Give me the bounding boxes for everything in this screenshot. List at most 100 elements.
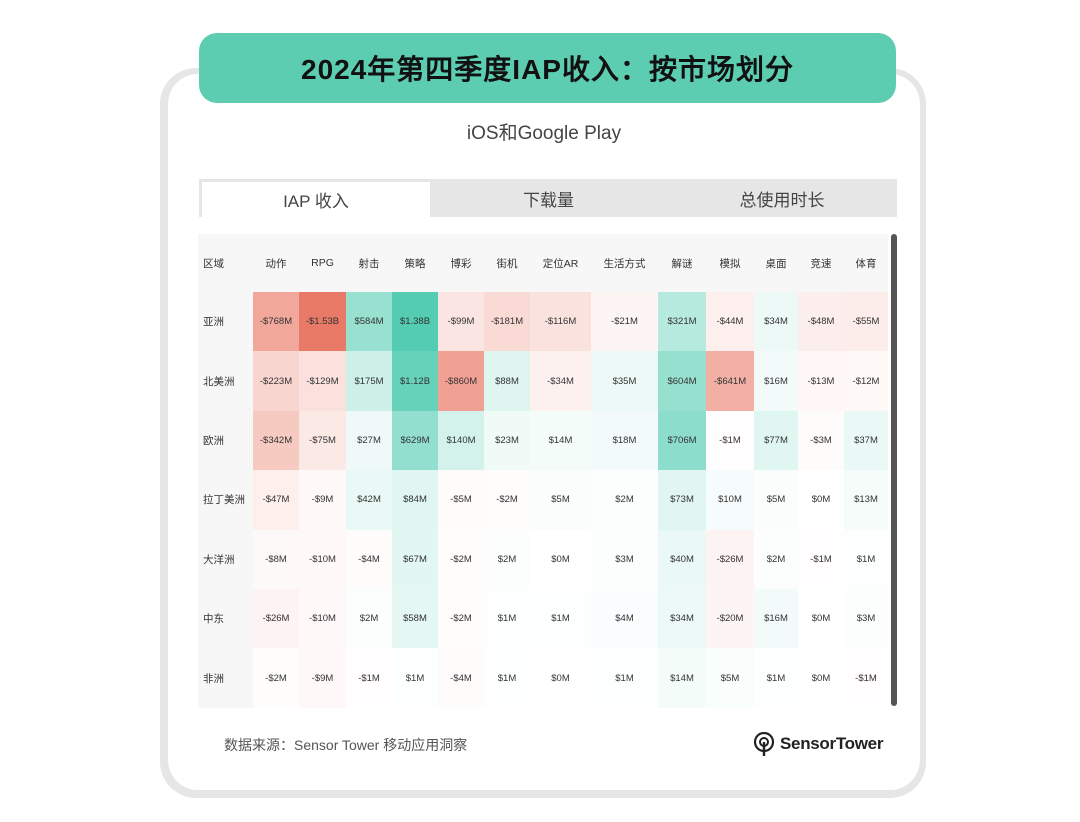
heatmap-cell: -$47M xyxy=(253,470,299,530)
heatmap-cell: $58M xyxy=(392,589,438,649)
heatmap-cell: $5M xyxy=(706,648,754,708)
heatmap-cell: $84M xyxy=(392,470,438,530)
heatmap-cell: -$9M xyxy=(299,648,346,708)
column-header: 模拟 xyxy=(719,257,741,270)
heatmap-cell: $37M xyxy=(844,410,888,471)
heatmap-cell: $0M xyxy=(798,648,844,708)
row-label: 拉丁美洲 xyxy=(203,494,245,507)
tab-downloads[interactable]: 下载量 xyxy=(523,190,574,210)
corner-label: 区域 xyxy=(203,257,224,270)
heatmap-cell: $18M xyxy=(591,410,658,471)
heatmap-cell: -$10M xyxy=(299,529,346,589)
column-header: RPG xyxy=(311,257,334,269)
heatmap-cell: $14M xyxy=(658,648,706,708)
heatmap-cell: -$75M xyxy=(299,410,346,471)
column-header: 定位AR xyxy=(542,257,579,270)
heatmap-cell: $1M xyxy=(754,648,798,708)
heatmap-cell: $0M xyxy=(530,648,591,708)
subtitle: iOS和Google Play xyxy=(466,123,622,144)
heatmap-cell: -$21M xyxy=(591,292,658,352)
heatmap-cell: $584M xyxy=(346,292,392,352)
heatmap-cell: $604M xyxy=(658,351,706,411)
heatmap-cell: -$44M xyxy=(706,292,754,352)
heatmap-cell: -$10M xyxy=(299,589,346,649)
heatmap-cell: $2M xyxy=(754,529,798,589)
row-label: 非洲 xyxy=(203,672,224,685)
heatmap-cell: -$2M xyxy=(438,589,484,649)
heatmap-cell: -$768M xyxy=(253,292,299,352)
sensor-tower-logo-text: SensorTower xyxy=(780,734,884,753)
tab-bar: IAP 收入 下载量 总使用时长 xyxy=(199,179,897,217)
heatmap-cell: -$4M xyxy=(346,529,392,589)
heatmap-cell: $77M xyxy=(754,410,798,471)
heatmap-cell: -$129M xyxy=(299,351,346,411)
column-header: 射击 xyxy=(358,257,380,270)
heatmap-cell: $1M xyxy=(484,589,530,649)
heatmap-cell: -$181M xyxy=(484,292,530,352)
vertical-scrollbar[interactable] xyxy=(891,234,897,706)
heatmap-cell: $88M xyxy=(484,351,530,411)
heatmap-cell: $16M xyxy=(754,351,798,411)
heatmap-cell: -$13M xyxy=(798,351,844,411)
column-header: 博彩 xyxy=(450,257,472,270)
heatmap-cell: $4M xyxy=(591,589,658,649)
heatmap-cell: $1M xyxy=(392,648,438,708)
column-header: 竞速 xyxy=(810,257,832,270)
heatmap-cell: -$26M xyxy=(253,589,299,649)
heatmap-cell: $10M xyxy=(706,470,754,530)
heatmap-cell: -$342M xyxy=(253,410,299,471)
heatmap-cell: -$26M xyxy=(706,529,754,589)
header-row-bg xyxy=(198,234,888,292)
column-header: 动作 xyxy=(265,257,287,270)
row-label: 亚洲 xyxy=(203,316,224,329)
row-label: 中东 xyxy=(203,613,224,626)
heatmap-cell: $2M xyxy=(346,589,392,649)
heatmap-cell: -$20M xyxy=(706,589,754,649)
heatmap-cell: -$116M xyxy=(530,292,591,352)
column-header: 生活方式 xyxy=(603,257,646,270)
heatmap-cell: -$2M xyxy=(484,470,530,530)
heatmap-cell: $0M xyxy=(798,470,844,530)
row-label: 北美洲 xyxy=(203,375,235,388)
heatmap-cell: $1.38B xyxy=(392,292,438,352)
data-source-note: 数据来源：Sensor Tower 移动应用洞察 xyxy=(224,737,468,753)
heatmap-cell: $40M xyxy=(658,529,706,589)
heatmap-cell: $2M xyxy=(484,529,530,589)
heatmap-cell: $14M xyxy=(530,410,591,471)
heatmap-cell: $629M xyxy=(392,410,438,471)
heatmap-cell: $1M xyxy=(484,648,530,708)
heatmap-cell: -$9M xyxy=(299,470,346,530)
heatmap-table: 区域 动作 RPG 射击 策略 博彩 街机 定位AR 生活方式 解谜 模拟 桌面 竞速 体育 亚洲 -$768… xyxy=(198,234,888,708)
heatmap-cell: -$1M xyxy=(706,410,754,471)
column-header: 街机 xyxy=(496,257,518,270)
heatmap-cell: -$641M xyxy=(706,351,754,411)
heatmap-cell: $1M xyxy=(844,529,888,589)
heatmap-cell: -$1M xyxy=(346,648,392,708)
heatmap-cell: -$48M xyxy=(798,292,844,352)
heatmap-cell: $175M xyxy=(346,351,392,411)
heatmap-cell: $16M xyxy=(754,589,798,649)
heatmap-cell: -$8M xyxy=(253,529,299,589)
title-banner: 2024年第四季度IAP收入：按市场划分 xyxy=(199,33,896,103)
heatmap-cell: $73M xyxy=(658,470,706,530)
page-title: 2024年第四季度IAP收入：按市场划分 xyxy=(301,54,794,85)
heatmap-cell: $23M xyxy=(484,410,530,471)
heatmap-cell: $3M xyxy=(844,589,888,649)
heatmap-cell: -$1M xyxy=(798,529,844,589)
heatmap-cell: -$55M xyxy=(844,292,888,352)
tab-total-usage-time[interactable]: 总使用时长 xyxy=(739,190,825,210)
heatmap-cell: $5M xyxy=(530,470,591,530)
heatmap-cell: $321M xyxy=(658,292,706,352)
heatmap-cell: -$99M xyxy=(438,292,484,352)
heatmap-cell: -$3M xyxy=(798,410,844,471)
heatmap-cell: $2M xyxy=(591,470,658,530)
heatmap-cell: $42M xyxy=(346,470,392,530)
heatmap-cell: $5M xyxy=(754,470,798,530)
tab-iap-revenue[interactable]: IAP 收入 xyxy=(199,179,430,217)
column-header: 桌面 xyxy=(765,257,787,270)
heatmap-cell: $13M xyxy=(844,470,888,530)
heatmap-cell: $67M xyxy=(392,529,438,589)
heatmap-cell: $706M xyxy=(658,410,706,471)
sensor-tower-logo-icon xyxy=(753,732,775,756)
sensor-tower-logo: SensorTower xyxy=(753,732,883,756)
